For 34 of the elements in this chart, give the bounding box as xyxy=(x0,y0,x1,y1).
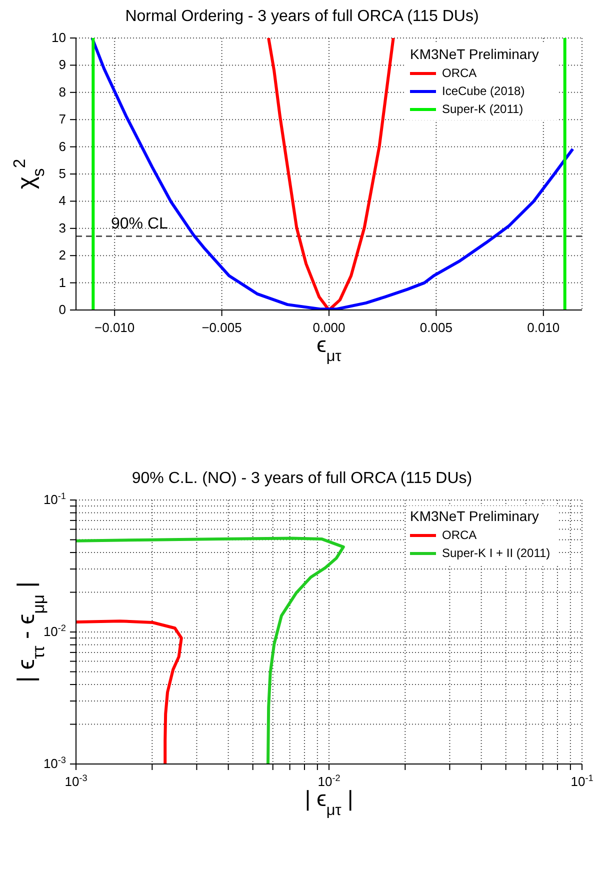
x-tick-label: −0.010 xyxy=(94,320,135,335)
chart-title: 90% C.L. (NO) - 3 years of full ORCA (115 DUs) xyxy=(130,470,474,489)
y-tick-label: 5 xyxy=(58,166,66,181)
y-tick-label: 6 xyxy=(58,138,66,154)
legend-label: ORCA xyxy=(442,528,477,542)
x-tick-label: 10$^{-1}$ xyxy=(570,773,594,789)
line-series xyxy=(90,38,574,310)
legend-title: KM3NeT Preliminary xyxy=(410,508,540,524)
legend-label: Super-K I + II (2011) xyxy=(442,546,550,560)
y-tick-label: 7 xyxy=(58,112,66,127)
legend-label: IceCube (2018) xyxy=(442,84,525,98)
ref-line-label: 90% CL xyxy=(111,216,168,233)
y-tick-label: 8 xyxy=(58,84,66,100)
y-tick-label: 2 xyxy=(58,248,66,263)
line-series xyxy=(267,38,395,310)
x-axis-title: | ϵ$_{μτ}$ | xyxy=(304,786,354,818)
legend-label: ORCA xyxy=(442,66,477,80)
y-tick-label: 10 xyxy=(52,30,66,45)
y-tick-label: 1 xyxy=(58,274,66,290)
x-tick-label: 0.010 xyxy=(527,320,560,335)
y-tick-label: 3 xyxy=(58,220,66,236)
y-tick-label: 10$^{-3}$ xyxy=(43,755,66,771)
x-tick-label: 0.005 xyxy=(420,320,452,335)
x-tick-label: 10$^{-2}$ xyxy=(318,773,340,789)
x-tick-label: −0.005 xyxy=(202,320,242,335)
y-tick-label: 0 xyxy=(58,302,66,317)
y-tick-label: 10$^{-1}$ xyxy=(43,491,66,507)
x-axis-title: ϵ$_{μτ}$ xyxy=(316,332,342,364)
y-tick-label: 4 xyxy=(58,193,66,208)
y-tick-label: 9 xyxy=(58,57,66,72)
chart-title: Normal Ordering - 3 years of full ORCA (115 DUs) xyxy=(124,8,480,27)
legend-title: KM3NeT Preliminary xyxy=(410,46,540,62)
x-tick-label: 0.000 xyxy=(312,320,346,335)
legend-label: Super-K (2011) xyxy=(442,102,524,116)
